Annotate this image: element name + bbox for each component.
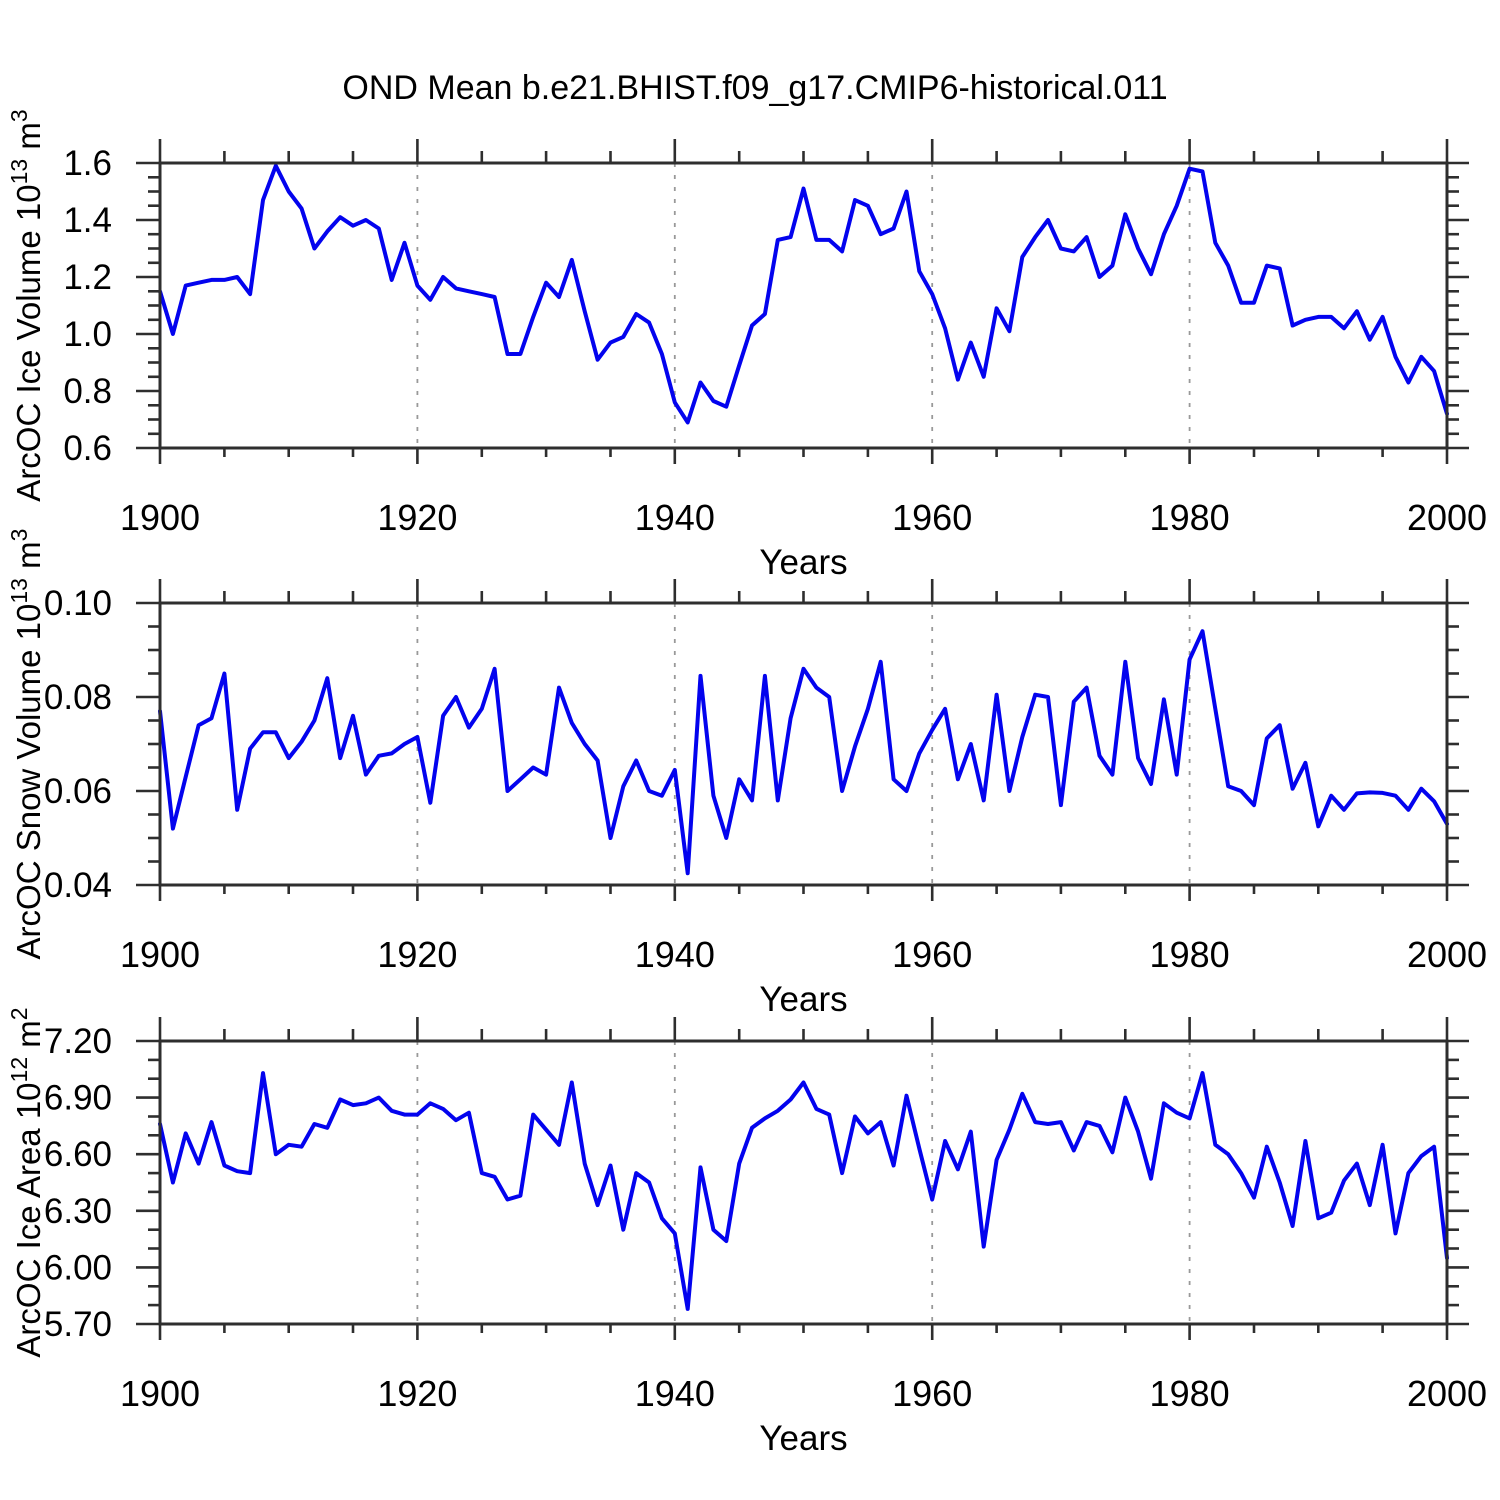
arcoc-ice-volume-line bbox=[158, 163, 1449, 425]
svg-text:1940: 1940 bbox=[635, 1373, 715, 1414]
arcoc-ice-area-xlabel: Years bbox=[759, 1419, 847, 1458]
decade-gridlines bbox=[416, 163, 1191, 448]
svg-text:0.04: 0.04 bbox=[44, 866, 112, 905]
panel-arcoc-snow-volume: 0.04 0.06 0.08 0.10 1900 1920 1940 1960 1980 2000… bbox=[6, 529, 1487, 1019]
svg-text:1940: 1940 bbox=[635, 934, 715, 975]
svg-text:5.70: 5.70 bbox=[44, 1305, 112, 1344]
arcoc-ice-volume-ylabel: ArcOC Ice Volume 1013 m3 bbox=[6, 109, 47, 501]
arcoc-snow-volume-plot-box bbox=[158, 601, 1449, 887]
arcoc-ice-volume-ytick-labels: 0.6 0.8 1.0 1.2 1.4 1.6 bbox=[63, 144, 112, 468]
arcoc-ice-area-line bbox=[158, 1071, 1449, 1311]
svg-text:1960: 1960 bbox=[892, 497, 972, 538]
svg-text:1.6: 1.6 bbox=[63, 144, 112, 183]
arcoc-ice-area-xtick-labels: 1900 1920 1940 1960 1980 2000 bbox=[120, 1373, 1487, 1414]
svg-text:2000: 2000 bbox=[1407, 934, 1487, 975]
arcoc-snow-volume-ylabel: ArcOC Snow Volume 1013 m3 bbox=[6, 529, 47, 960]
svg-text:1920: 1920 bbox=[377, 934, 457, 975]
arcoc-ice-volume-plot-box bbox=[158, 161, 1449, 450]
chart-title: OND Mean b.e21.BHIST.f09_g17.CMIP6-histo… bbox=[342, 69, 1167, 107]
arcoc-ice-volume-xtick-labels: 1900 1920 1940 1960 1980 2000 bbox=[120, 497, 1487, 538]
svg-text:1900: 1900 bbox=[120, 1373, 200, 1414]
arcoc-snow-volume-xtick-labels: 1900 1920 1940 1960 1980 2000 bbox=[120, 934, 1487, 975]
svg-text:6.30: 6.30 bbox=[44, 1192, 112, 1231]
arcoc-ice-area-ytick-labels: 5.70 6.00 6.30 6.60 6.90 7.20 bbox=[44, 1022, 112, 1344]
arcoc-ice-volume-xlabel: Years bbox=[759, 543, 847, 582]
svg-text:1920: 1920 bbox=[377, 1373, 457, 1414]
svg-text:1980: 1980 bbox=[1150, 497, 1230, 538]
svg-text:1900: 1900 bbox=[120, 934, 200, 975]
arcoc-snow-volume-ytick-labels: 0.04 0.06 0.08 0.10 bbox=[44, 584, 112, 905]
svg-text:1960: 1960 bbox=[892, 1373, 972, 1414]
svg-text:6.90: 6.90 bbox=[44, 1079, 112, 1118]
svg-text:6.60: 6.60 bbox=[44, 1135, 112, 1174]
svg-text:1900: 1900 bbox=[120, 497, 200, 538]
svg-text:0.8: 0.8 bbox=[63, 372, 112, 411]
arcoc-snow-volume-ticks bbox=[136, 579, 1469, 901]
svg-text:1980: 1980 bbox=[1150, 934, 1230, 975]
panel-arcoc-ice-area: 5.70 6.00 6.30 6.60 6.90 7.20 1900 1920 1940 1960… bbox=[6, 1007, 1487, 1458]
svg-text:1920: 1920 bbox=[377, 497, 457, 538]
svg-text:7.20: 7.20 bbox=[44, 1022, 112, 1061]
svg-text:1.0: 1.0 bbox=[63, 315, 112, 354]
svg-text:1940: 1940 bbox=[635, 497, 715, 538]
svg-text:6.00: 6.00 bbox=[44, 1248, 112, 1287]
svg-text:2000: 2000 bbox=[1407, 1373, 1487, 1414]
svg-text:1980: 1980 bbox=[1150, 1373, 1230, 1414]
svg-text:1.4: 1.4 bbox=[63, 201, 112, 240]
svg-text:1960: 1960 bbox=[892, 934, 972, 975]
svg-text:0.10: 0.10 bbox=[44, 584, 112, 623]
svg-text:1.2: 1.2 bbox=[63, 258, 112, 297]
arcoc-ice-volume-ticks bbox=[136, 139, 1469, 464]
arcoc-ice-area-ylabel: ArcOC Ice Area 1012 m2 bbox=[6, 1007, 47, 1357]
arcoc-ice-area-ticks bbox=[136, 1017, 1469, 1340]
svg-text:0.6: 0.6 bbox=[63, 429, 112, 468]
svg-text:2000: 2000 bbox=[1407, 497, 1487, 538]
arcoc-snow-volume-line bbox=[158, 629, 1449, 876]
arcoc-snow-volume-xlabel: Years bbox=[759, 980, 847, 1019]
svg-text:0.08: 0.08 bbox=[44, 678, 112, 717]
svg-text:0.06: 0.06 bbox=[44, 772, 112, 811]
decade-gridlines bbox=[416, 603, 1191, 885]
panel-arcoc-ice-volume: 0.6 0.8 1.0 1.2 1.4 1.6 1900 1920 1940 1960 1980 20… bbox=[6, 109, 1487, 582]
